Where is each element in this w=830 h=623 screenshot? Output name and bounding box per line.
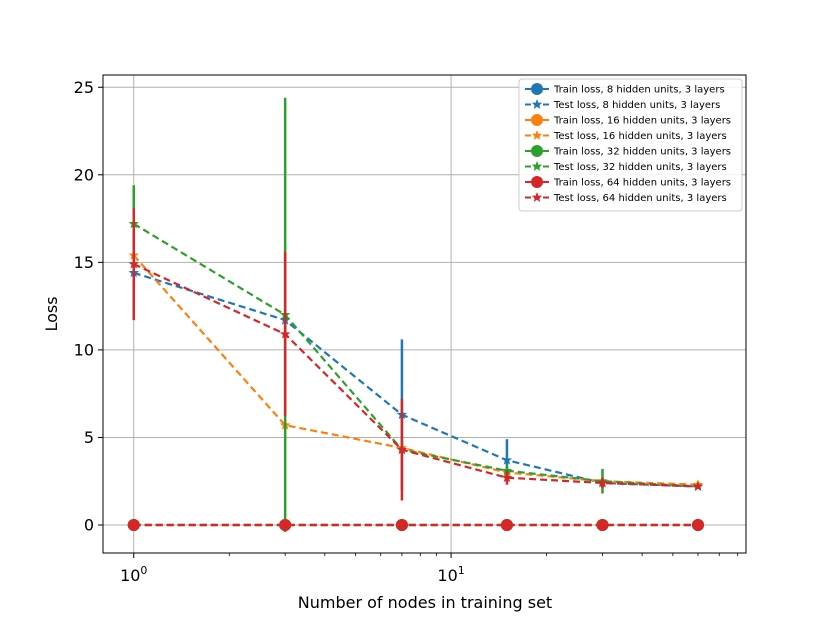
legend-item: Test loss, 32 hidden units, 3 layers [525,161,727,173]
legend-item: Train loss, 16 hidden units, 3 layers [525,114,731,127]
y-tick-label: 0 [84,515,94,534]
legend-marker [531,114,543,126]
legend-label: Test loss, 64 hidden units, 3 layers [553,193,727,204]
legend-marker [531,145,543,157]
data-point [596,518,609,531]
data-point [279,328,291,339]
legend-item: Test loss, 64 hidden units, 3 layers [525,192,727,204]
y-tick-label: 25 [74,78,94,97]
legend-marker [531,130,543,140]
legend-item: Train loss, 64 hidden units, 3 layers [525,176,731,189]
data-point [127,518,140,531]
data-point [501,454,513,465]
legend-item: Train loss, 8 hidden units, 3 layers [525,83,725,96]
legend: Train loss, 8 hidden units, 3 layers Test… [518,78,743,212]
series-line [133,263,699,488]
legend-marker [531,83,543,95]
y-tick-label: 5 [84,428,94,447]
legend-label: Test loss, 16 hidden units, 3 layers [553,131,727,142]
train-series-6 [127,518,704,531]
legend-marker [531,161,543,171]
data-point [692,480,704,491]
data-point [501,472,513,483]
x-axis-label: Number of nodes in training set [298,593,552,612]
series-line [133,271,699,488]
data-point [597,477,608,488]
series-line [133,222,699,488]
legend-marker [531,99,543,109]
data-point [501,465,513,476]
legend-label: Train loss, 8 hidden units, 3 layers [553,85,725,96]
axes-frame [102,74,747,554]
legend-label: Train loss, 16 hidden units, 3 layers [553,116,731,127]
plot-series [127,97,704,532]
y-tick-label: 15 [74,253,94,272]
data-point [500,518,513,531]
legend-label: Train loss, 64 hidden units, 3 layers [553,178,731,189]
legend-label: Test loss, 32 hidden units, 3 layers [553,162,727,173]
test-series-7 [128,208,704,501]
y-axis-label: Loss [42,296,61,331]
data-point [396,444,408,455]
legend-marker [531,192,543,202]
legend-label: Train loss, 32 hidden units, 3 layers [553,147,731,158]
legend-marker [531,176,543,188]
data-point [395,518,408,531]
data-point [691,518,704,531]
y-tick-label: 10 [74,340,94,359]
data-point [128,258,139,269]
legend-item: Train loss, 32 hidden units, 3 layers [525,145,731,158]
legend-item: Test loss, 16 hidden units, 3 layers [525,130,727,142]
y-tick-label: 20 [74,165,94,184]
legend-label: Test loss, 8 hidden units, 3 layers [553,100,720,111]
data-point [279,518,292,531]
legend-item: Test loss, 8 hidden units, 3 layers [525,99,720,111]
legend-box [518,78,743,212]
